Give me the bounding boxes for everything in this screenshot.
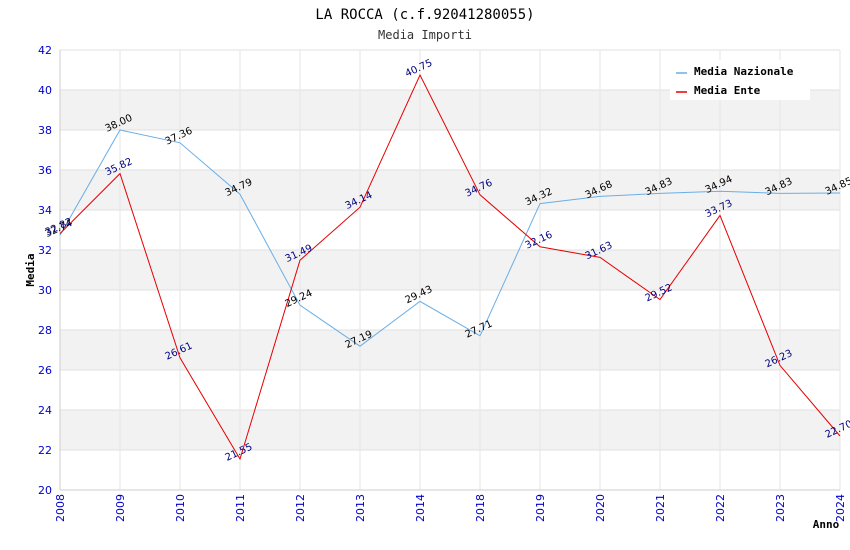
x-tick-label: 2009 [114, 494, 127, 522]
x-tick-label: 2012 [294, 494, 307, 522]
y-tick-label: 40 [38, 84, 52, 97]
x-tick-label: 2010 [174, 494, 187, 522]
x-tick-label: 2021 [654, 494, 667, 522]
data-label: 29.24 [284, 288, 315, 310]
axes [59, 50, 840, 491]
y-tick-label: 38 [38, 124, 52, 137]
legend: Media Nazionale Media Ente [670, 60, 810, 100]
y-tick-label: 32 [38, 244, 52, 257]
chart-title: LA ROCCA (c.f.92041280055) [315, 7, 534, 23]
x-tick-label: 2011 [234, 494, 247, 522]
y-tick-label: 42 [38, 44, 52, 57]
x-tick-label: 2014 [414, 494, 427, 522]
grid-band [60, 170, 840, 210]
grid-lines [59, 49, 841, 491]
y-tick-label: 36 [38, 164, 52, 177]
chart-subtitle: Media Importi [378, 28, 472, 42]
grid-band [60, 330, 840, 370]
legend-label-media-nazionale: Media Nazionale [694, 65, 794, 78]
x-tick-label: 2020 [594, 494, 607, 522]
y-tick-label: 26 [38, 364, 52, 377]
x-tick-label: 2008 [54, 494, 67, 522]
x-tick-label: 2023 [774, 494, 787, 522]
y-tick-label: 34 [38, 204, 52, 217]
y-tick-label: 28 [38, 324, 52, 337]
legend-box [670, 60, 810, 100]
y-axis-ticks: 20 22 24 26 28 30 32 34 36 38 40 42 [38, 44, 52, 497]
x-tick-label: 2022 [714, 494, 727, 522]
grid-bands [60, 90, 840, 450]
y-tick-label: 30 [38, 284, 52, 297]
legend-label-media-ente: Media Ente [694, 84, 761, 97]
y-tick-label: 24 [38, 404, 52, 417]
y-axis-title: Media [24, 253, 37, 286]
grid-band [60, 250, 840, 290]
x-tick-label: 2013 [354, 494, 367, 522]
x-axis-ticks: 2008 2009 2010 2011 2012 2013 2014 2018 2019 2020… [54, 494, 847, 522]
data-label: 32.82 [44, 216, 75, 238]
series-lines [59, 73, 841, 461]
y-tick-label: 22 [38, 444, 52, 457]
series-line-media-ente [59, 73, 841, 461]
series-line-media-nazionale [59, 129, 841, 347]
x-axis-title: Anno [813, 518, 840, 531]
x-tick-label: 2019 [534, 494, 547, 522]
y-tick-label: 20 [38, 484, 52, 497]
x-tick-label: 2018 [474, 494, 487, 522]
x-tick-label: 2024 [834, 494, 847, 522]
grid-band [60, 410, 840, 450]
